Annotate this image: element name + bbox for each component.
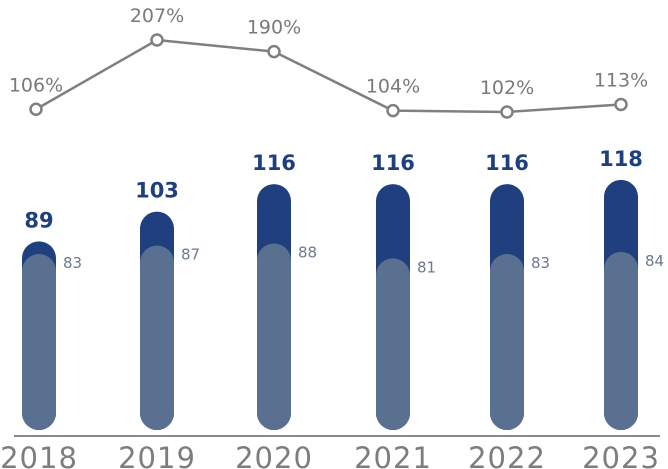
ratio-point — [267, 44, 281, 59]
ratio-point — [500, 105, 514, 119]
inner-value-label: 83 — [531, 254, 550, 272]
x-tick-label: 2023 — [582, 441, 660, 469]
ratio-value-label: 104% — [366, 76, 420, 98]
total-value-label: 116 — [252, 151, 296, 175]
bar-inner-2018 — [22, 254, 56, 430]
bar-inner-2019 — [140, 245, 174, 430]
inner-value-label: 88 — [298, 243, 317, 261]
ratio-point — [29, 102, 43, 117]
ratio-value-label: 113% — [594, 69, 648, 91]
total-value-label: 116 — [485, 151, 529, 175]
ratio-line-group: 106% 207% 190% 104% 102% 113% — [9, 5, 648, 119]
ratio-point — [614, 97, 628, 112]
x-tick-label: 2022 — [468, 441, 546, 469]
inner-value-label: 81 — [417, 258, 436, 276]
total-value-label: 89 — [24, 208, 53, 232]
x-tick-label: 2020 — [235, 441, 313, 469]
bar-inner-2023 — [604, 251, 638, 430]
ratio-point — [386, 103, 400, 118]
ratio-value-label: 207% — [130, 5, 184, 27]
bar-inner-2021 — [376, 258, 410, 430]
total-value-label: 116 — [371, 151, 415, 175]
inner-value-label: 87 — [181, 246, 200, 264]
ratio-point — [150, 33, 164, 47]
bar-group: 89 83 103 87 116 88 116 81 116 83 118 84 — [22, 147, 664, 430]
ratio-value-label: 190% — [247, 17, 301, 39]
x-tick-label: 2018 — [0, 441, 78, 469]
bar-inner-2020 — [257, 243, 291, 430]
total-value-label: 103 — [135, 179, 179, 203]
ratio-line — [35, 38, 622, 114]
x-tick-labels: 2018 2019 2020 2021 2022 2023 — [0, 441, 660, 469]
x-tick-label: 2019 — [118, 441, 196, 469]
ratio-value-label: 106% — [9, 74, 63, 96]
bar-inner-2022 — [490, 254, 524, 430]
inner-value-label: 84 — [645, 252, 664, 270]
x-tick-label: 2021 — [354, 441, 432, 469]
inner-value-label: 83 — [63, 254, 82, 272]
ratio-value-label: 102% — [480, 77, 534, 99]
total-value-label: 118 — [599, 147, 643, 171]
